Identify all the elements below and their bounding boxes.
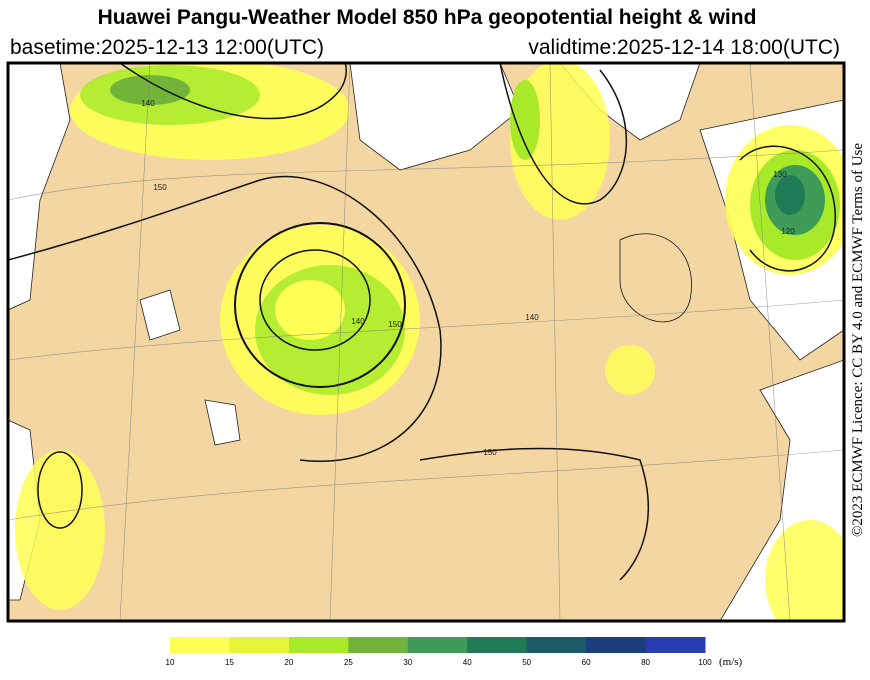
license: ©2023 ECMWF Licence: CC BY 4.0 and ECMWF… — [850, 143, 866, 537]
colorbar-tick-label: 30 — [403, 658, 412, 667]
colorbar-segment — [407, 637, 468, 653]
title: Huawei Pangu-Weather Model 850 hPa geopo… — [98, 6, 757, 29]
contour-label: 140 — [525, 313, 539, 322]
validtime: validtime:2025-12-14 18:00(UTC) — [528, 36, 840, 59]
colorbar-segment — [467, 637, 528, 653]
colorbar-tick-label: 100 — [698, 658, 712, 667]
colorbar-tick-label: 60 — [582, 658, 591, 667]
colorbar-segment — [229, 637, 290, 653]
contour-label: 150 — [388, 320, 402, 329]
contour-label: 130 — [773, 170, 787, 179]
contour-label: 140 — [141, 99, 155, 108]
colorbar-tick-label: 25 — [344, 658, 353, 667]
colorbar-segment — [170, 637, 230, 653]
colorbar-tick-label: 10 — [166, 658, 175, 667]
colorbar-tick-label: 40 — [463, 658, 472, 667]
contour-label: 150 — [153, 183, 167, 192]
contour-label: 140 — [351, 317, 365, 326]
contour-label: 150 — [483, 448, 497, 457]
contour-label: 120 — [781, 227, 795, 236]
colorbar-tick-label: 20 — [284, 658, 293, 667]
colorbar: 10 15 20 25 30 40 50 60 80 100 (m/s) — [166, 637, 743, 668]
colorbar-tick-label: 50 — [522, 658, 531, 667]
colorbar-segment — [348, 637, 409, 653]
colorbar-tick-label: 80 — [641, 658, 650, 667]
colorbar-unit: (m/s) — [719, 656, 743, 668]
colorbar-segment — [288, 637, 349, 653]
map-frame — [6, 61, 846, 623]
map: 150 140 120 140 150 150 140 130 — [6, 61, 846, 623]
colorbar-segment — [526, 637, 587, 653]
basetime: basetime:2025-12-13 12:00(UTC) — [10, 36, 324, 59]
colorbar-segment — [586, 637, 647, 653]
colorbar-tick-label: 15 — [225, 658, 234, 667]
colorbar-segment — [645, 637, 706, 653]
